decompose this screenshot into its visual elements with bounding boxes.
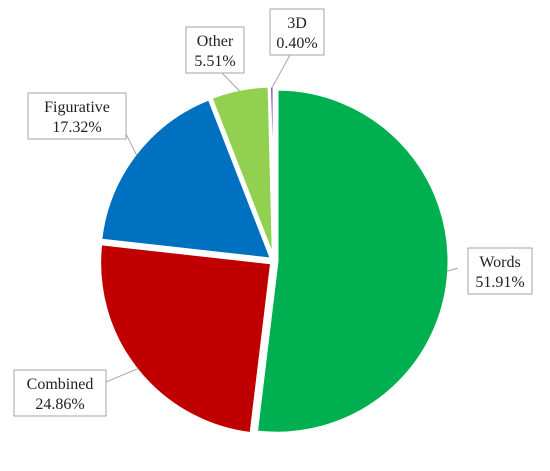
data-label-category: 3D xyxy=(287,15,307,32)
data-labels: Words 51.91% Combined 24.86% Figurative 17.32… xyxy=(13,8,533,417)
data-label-figurative: Figurative 17.32% xyxy=(27,92,127,140)
leader-line-combined xyxy=(105,367,139,383)
data-label-box xyxy=(467,247,533,295)
pie-slice-combined xyxy=(98,242,274,436)
data-label-box xyxy=(27,92,127,140)
data-label-category: Other xyxy=(197,33,234,50)
data-label-box xyxy=(269,8,325,56)
leader-line-3d xyxy=(271,54,291,89)
data-label-other: Other 5.51% xyxy=(185,26,245,74)
data-label-category: Words xyxy=(479,254,520,271)
data-label-box xyxy=(185,26,245,74)
data-label-words: Words 51.91% xyxy=(467,247,533,295)
leader-line-other xyxy=(221,72,241,92)
pie-slice-3d xyxy=(268,84,276,259)
leader-line-words xyxy=(446,267,459,272)
data-label-percent: 24.86% xyxy=(35,396,84,413)
pie-slice-words xyxy=(254,87,451,435)
leader-line-figurative xyxy=(125,133,138,156)
data-label-category: Combined xyxy=(27,376,94,393)
data-label-combined: Combined 24.86% xyxy=(13,369,107,417)
data-label-3d: 3D 0.40% xyxy=(269,8,325,56)
leader-lines xyxy=(105,54,459,383)
data-label-box xyxy=(13,369,107,417)
data-label-percent: 51.91% xyxy=(475,274,524,291)
data-label-percent: 5.51% xyxy=(194,53,235,70)
data-label-category: Figurative xyxy=(44,99,110,116)
data-label-percent: 0.40% xyxy=(276,35,317,52)
pie-slices xyxy=(98,84,451,436)
pie-slice-figurative xyxy=(99,96,274,261)
data-label-percent: 17.32% xyxy=(52,119,101,136)
